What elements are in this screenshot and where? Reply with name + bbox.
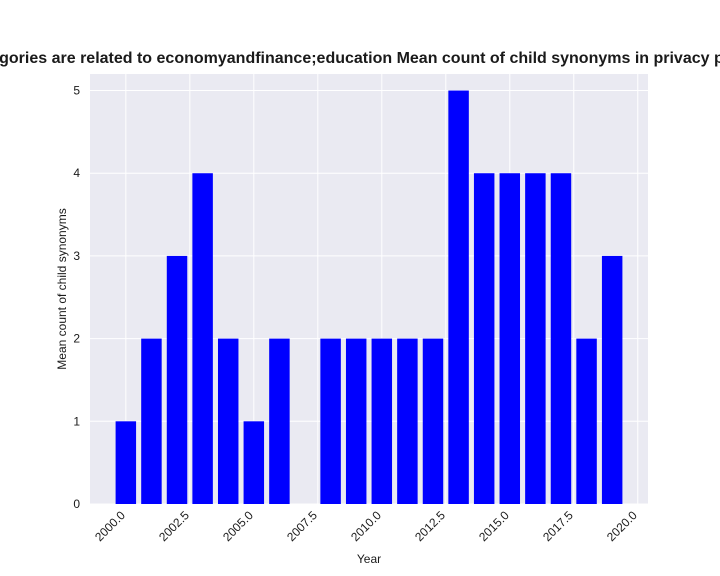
bar bbox=[397, 338, 418, 504]
bars bbox=[115, 90, 623, 505]
x-axis-ticks: 2000.0 2002.5 2005.0 2007.5 2010.0 2012.5 2015… bbox=[92, 508, 640, 544]
x-tick-label: 2015.0 bbox=[476, 508, 512, 544]
bar bbox=[320, 338, 341, 504]
y-axis-ticks: 0 1 2 3 4 5 bbox=[73, 84, 80, 511]
y-tick-label: 2 bbox=[73, 332, 80, 346]
bar bbox=[371, 338, 393, 504]
y-tick-label: 3 bbox=[73, 249, 80, 263]
bar bbox=[473, 173, 495, 504]
bar bbox=[166, 255, 188, 504]
bar bbox=[499, 173, 521, 504]
bar bbox=[269, 338, 290, 504]
x-tick-label: 2017.5 bbox=[540, 508, 576, 544]
y-axis-label: Mean count of child synonyms bbox=[55, 208, 69, 369]
x-tick-label: 2002.5 bbox=[156, 508, 192, 544]
bar bbox=[448, 90, 469, 505]
x-axis-label: Year bbox=[357, 552, 381, 566]
x-tick-label: 2000.0 bbox=[92, 508, 128, 544]
x-tick-label: 2007.5 bbox=[284, 508, 320, 544]
bar bbox=[141, 338, 162, 504]
bar bbox=[550, 173, 572, 504]
x-tick-label: 2020.0 bbox=[604, 508, 640, 544]
y-tick-label: 1 bbox=[73, 414, 80, 428]
bar bbox=[192, 173, 213, 504]
bar bbox=[422, 338, 444, 504]
bar bbox=[243, 421, 265, 504]
y-tick-label: 0 bbox=[73, 497, 80, 511]
bar bbox=[217, 338, 239, 504]
bar bbox=[576, 338, 597, 504]
x-tick-label: 2010.0 bbox=[348, 508, 384, 544]
bar bbox=[115, 421, 137, 504]
bar bbox=[525, 173, 546, 504]
bar bbox=[345, 338, 367, 504]
bar bbox=[601, 255, 623, 504]
x-tick-label: 2005.0 bbox=[220, 508, 256, 544]
x-tick-label: 2012.5 bbox=[412, 508, 448, 544]
chart-title: Categories are related to economyandfina… bbox=[0, 50, 720, 67]
y-tick-label: 4 bbox=[73, 166, 80, 180]
y-tick-label: 5 bbox=[73, 84, 80, 98]
